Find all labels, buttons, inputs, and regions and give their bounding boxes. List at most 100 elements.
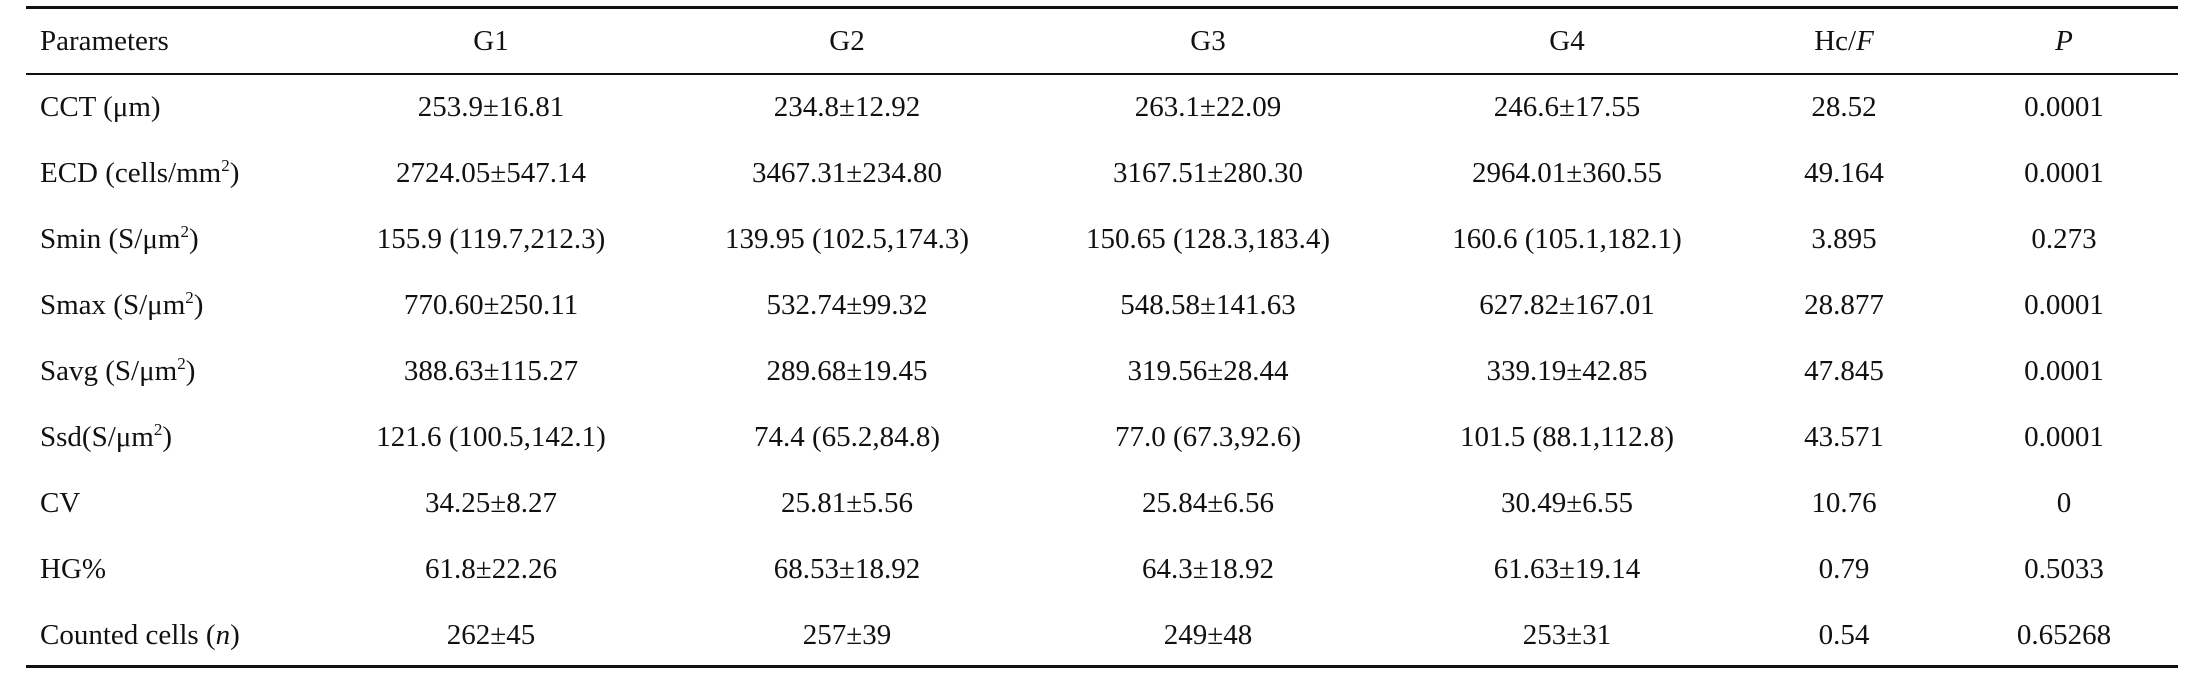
header-rule — [26, 73, 2178, 75]
data-cell: 234.8±12.92 — [773, 91, 921, 123]
data-cell: 253±31 — [1522, 619, 1612, 651]
header-cell: G3 — [1190, 8, 1225, 74]
data-cell: 339.19±42.85 — [1486, 355, 1648, 387]
data-cell: 0.0001 — [2024, 91, 2104, 123]
text-part: Smax (S/μm — [40, 289, 186, 321]
data-cell: 0 — [2056, 487, 2072, 519]
text-part: G4 — [1549, 25, 1585, 57]
data-cell: 388.63±115.27 — [403, 355, 579, 387]
data-cell: 28.52 — [1811, 91, 1877, 123]
data-cell: 30.49±6.55 — [1501, 487, 1633, 519]
header-cell: Parameters — [40, 8, 169, 74]
data-cell: 289.68±19.45 — [766, 355, 928, 387]
data-cell: 0.273 — [2031, 223, 2097, 255]
top-rule — [26, 6, 2178, 9]
data-cell: 0.0001 — [2024, 421, 2104, 453]
text-part: ) — [229, 157, 240, 189]
text-part: ) — [193, 289, 204, 321]
data-cell: 64.3±18.92 — [1142, 553, 1274, 585]
header-cell: G1 — [473, 8, 508, 74]
row-label: Savg (S/μm2) — [40, 338, 195, 404]
data-cell: 139.95 (102.5,174.3) — [724, 223, 970, 255]
row-label: Counted cells (n) — [40, 602, 240, 668]
data-cell: 155.9 (119.7,212.3) — [376, 223, 606, 255]
data-cell: 61.8±22.26 — [425, 553, 557, 585]
text-part: Savg (S/μm — [40, 355, 178, 387]
data-cell: 68.53±18.92 — [773, 553, 921, 585]
data-cell: 249±48 — [1163, 619, 1253, 651]
data-cell: 246.6±17.55 — [1493, 91, 1641, 123]
data-cell: 0.54 — [1818, 619, 1870, 651]
data-cell: 532.74±99.32 — [766, 289, 928, 321]
text-part: n — [215, 619, 231, 651]
header-cell: G4 — [1549, 8, 1584, 74]
data-cell: 3167.51±280.30 — [1113, 157, 1303, 189]
data-cell: 0.0001 — [2024, 289, 2104, 321]
data-cell: 121.6 (100.5,142.1) — [376, 421, 606, 453]
data-cell: 150.65 (128.3,183.4) — [1085, 223, 1331, 255]
text-part: 2 — [180, 222, 189, 241]
text-part: Ssd(S/μm — [40, 421, 154, 453]
data-cell: 0.65268 — [2016, 619, 2112, 651]
data-cell: 548.58±141.63 — [1120, 289, 1296, 321]
text-part: ) — [230, 619, 240, 651]
data-cell: 3467.31±234.80 — [752, 157, 942, 189]
data-cell: 49.164 — [1804, 157, 1884, 189]
text-part: HG% — [40, 553, 107, 585]
data-cell: 47.845 — [1804, 355, 1884, 387]
data-cell: 0.0001 — [2024, 355, 2104, 387]
text-part: ) — [188, 223, 199, 255]
data-cell: 34.25±8.27 — [425, 487, 557, 519]
text-part: 2 — [221, 156, 230, 175]
text-part: 2 — [177, 354, 186, 373]
bottom-rule — [26, 665, 2178, 668]
text-part: P — [2055, 25, 2073, 57]
data-cell: 3.895 — [1811, 223, 1877, 255]
row-label: Smin (S/μm2) — [40, 206, 199, 272]
text-part: Hc/ — [1814, 25, 1857, 57]
data-cell: 74.4 (65.2,84.8) — [753, 421, 941, 453]
text-part: ) — [162, 421, 173, 453]
text-part: G2 — [829, 25, 865, 57]
data-cell: 10.76 — [1811, 487, 1877, 519]
data-cell: 0.5033 — [2024, 553, 2104, 585]
data-cell: 257±39 — [802, 619, 892, 651]
text-part: F — [1856, 25, 1874, 57]
row-label: HG% — [40, 536, 106, 602]
row-label: ECD (cells/mm2) — [40, 140, 239, 206]
row-label: Ssd(S/μm2) — [40, 404, 172, 470]
header-cell: G2 — [829, 8, 864, 74]
data-cell: 627.82±167.01 — [1479, 289, 1655, 321]
text-part: CV — [40, 487, 81, 519]
data-cell: 43.571 — [1804, 421, 1884, 453]
data-cell: 28.877 — [1804, 289, 1884, 321]
text-part: G3 — [1190, 25, 1226, 57]
data-cell: 0.0001 — [2024, 157, 2104, 189]
data-cell: 77.0 (67.3,92.6) — [1114, 421, 1302, 453]
row-label: CV — [40, 470, 80, 536]
data-cell: 2964.01±360.55 — [1472, 157, 1662, 189]
data-cell: 25.81±5.56 — [781, 487, 913, 519]
text-part: G1 — [473, 25, 509, 57]
data-cell: 253.9±16.81 — [417, 91, 565, 123]
data-cell: 160.6 (105.1,182.1) — [1452, 223, 1682, 255]
text-part: CCT (μm) — [40, 91, 161, 123]
data-cell: 25.84±6.56 — [1142, 487, 1274, 519]
data-cell: 263.1±22.09 — [1134, 91, 1282, 123]
data-cell: 0.79 — [1818, 553, 1870, 585]
data-cell: 61.63±19.14 — [1493, 553, 1641, 585]
text-part: Parameters — [40, 25, 169, 57]
row-label: CCT (μm) — [40, 74, 161, 140]
text-part: 2 — [185, 288, 194, 307]
data-cell: 770.60±250.11 — [403, 289, 579, 321]
text-part: Counted cells ( — [40, 619, 216, 651]
text-part: ) — [185, 355, 196, 387]
data-cell: 2724.05±547.14 — [396, 157, 586, 189]
text-part: Smin (S/μm — [40, 223, 181, 255]
data-cell: 319.56±28.44 — [1127, 355, 1289, 387]
text-part: 2 — [153, 420, 163, 439]
data-cell: 262±45 — [446, 619, 536, 651]
row-label: Smax (S/μm2) — [40, 272, 203, 338]
data-cell: 101.5 (88.1,112.8) — [1460, 421, 1674, 453]
